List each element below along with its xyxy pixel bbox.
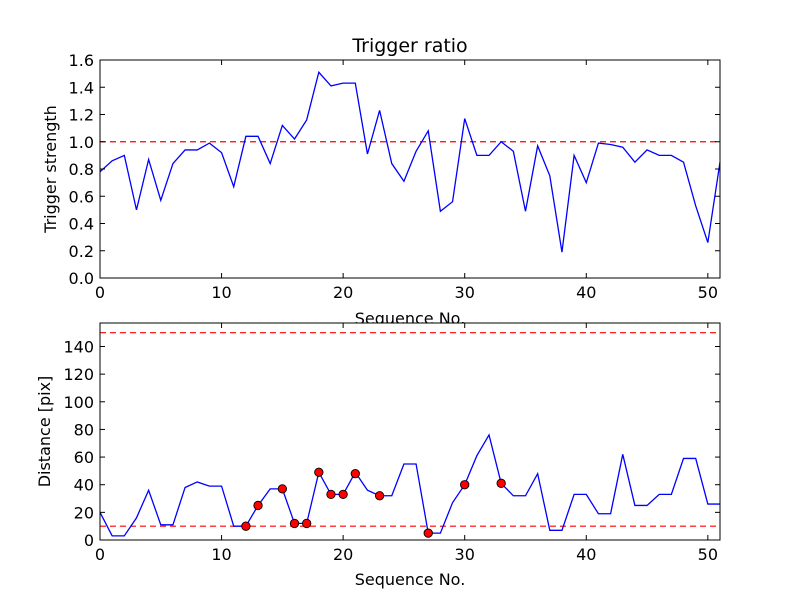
distance-x-tick-label: 30 — [455, 545, 475, 564]
trigger-chart-title: Trigger ratio — [351, 35, 467, 57]
distance-marker — [241, 521, 251, 531]
distance-marker — [253, 500, 263, 511]
trigger-y-tick-label: 0.4 — [69, 215, 94, 234]
distance-x-tick-label: 10 — [211, 545, 231, 564]
distance-x-tick-label: 50 — [698, 545, 718, 564]
distance-y-axis-label: Distance [pix] — [35, 376, 54, 488]
trigger-x-tick-label: 0 — [95, 283, 105, 302]
distance-y-tick-label: 80 — [74, 420, 94, 439]
trigger-x-tick-label: 30 — [455, 283, 475, 302]
distance-marker — [496, 478, 506, 488]
distance-series-line — [99, 433, 720, 537]
distance-y-tick-label: 20 — [74, 503, 94, 522]
distance-axes-frame — [99, 322, 721, 541]
trigger-y-tick-label: 0.2 — [69, 242, 94, 261]
trigger-x-tick-label: 20 — [333, 283, 353, 302]
distance-x-axis-label: Sequence No. — [355, 570, 466, 589]
trigger-y-tick-label: 1.2 — [69, 106, 94, 125]
trigger-y-axis-label: Trigger strength — [41, 105, 60, 234]
distance-marker — [374, 491, 385, 501]
distance-marker — [338, 489, 348, 500]
distance-chart: 0 10 20 30 40 50 0 20 40 60 80 100 120 140 Sequence No… — [35, 322, 721, 589]
distance-y-tick-label: 60 — [74, 448, 94, 467]
trigger-y-tick-label: 0.0 — [69, 269, 94, 288]
trigger-series-line — [99, 70, 721, 253]
distance-plot-area — [100, 323, 720, 540]
distance-x-tick-label: 20 — [333, 545, 353, 564]
trigger-y-tick-label: 1.0 — [69, 133, 94, 152]
trigger-plot-area — [100, 60, 720, 278]
distance-marker — [277, 484, 288, 494]
trigger-y-tick-label: 0.6 — [69, 187, 94, 206]
distance-marker — [460, 480, 470, 490]
trigger-ratio-chart: 0 10 20 30 40 500.00.20.40.60.81.01.21.41.6Se… — [41, 35, 721, 328]
distance-marker — [326, 489, 336, 500]
distance-y-tick-label: 40 — [74, 476, 94, 495]
distance-marker — [350, 469, 360, 479]
distance-marker — [314, 467, 324, 477]
distance-marker — [302, 518, 312, 529]
distance-y-tick-label: 140 — [63, 337, 94, 356]
distance-marker — [289, 518, 300, 529]
trigger-y-tick-label: 1.6 — [69, 51, 94, 70]
distance-y-tick-label: 0 — [84, 531, 94, 550]
distance-x-tick-label: 40 — [576, 545, 596, 564]
trigger-x-tick-label: 50 — [698, 283, 718, 302]
trigger-x-tick-label: 40 — [576, 283, 596, 302]
trigger-x-tick-label: 10 — [211, 283, 231, 302]
distance-x-tick-label: 0 — [95, 545, 105, 564]
distance-y-tick-label: 100 — [63, 393, 94, 412]
trigger-y-tick-label: 0.8 — [69, 160, 94, 179]
trigger-y-tick-label: 1.4 — [69, 78, 94, 97]
distance-marker — [423, 528, 433, 538]
distance-y-tick-label: 120 — [63, 365, 94, 384]
